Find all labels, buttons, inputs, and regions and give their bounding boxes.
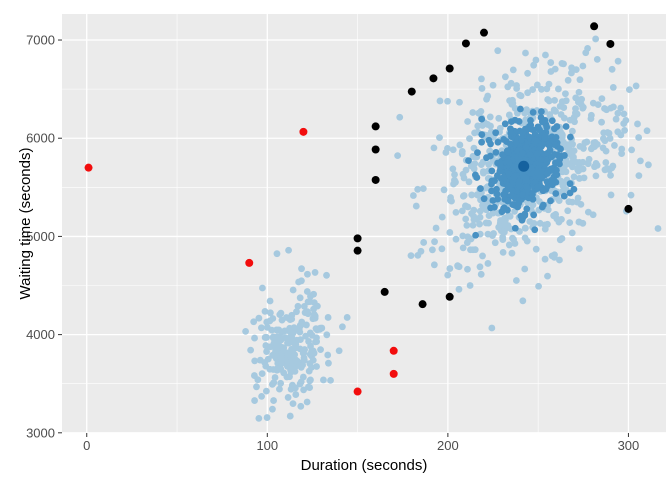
black-point [371, 175, 380, 184]
x-tick-label: 300 [618, 438, 640, 453]
x-tick-label: 100 [256, 438, 278, 453]
black-point [479, 28, 488, 37]
y-tick-label: 7000 [26, 33, 55, 48]
small-cluster-points [242, 246, 351, 422]
black-point [590, 22, 599, 31]
y-axis-title: Waiting time (seconds) [17, 148, 34, 300]
x-axis-title: Duration (seconds) [301, 457, 428, 474]
red-point [84, 163, 93, 172]
x-tick-label: 0 [83, 438, 90, 453]
red-point [353, 387, 362, 396]
black-point [418, 300, 427, 309]
black-point [445, 292, 454, 301]
black-ring-points [353, 22, 633, 309]
plot-panel [62, 14, 666, 433]
x-tick-label: 200 [437, 438, 459, 453]
black-point [429, 74, 438, 83]
y-tick-label: 5000 [26, 229, 55, 244]
black-point [353, 234, 362, 243]
y-tick-label: 3000 [26, 425, 55, 440]
axis-ticks-and-labels: 0 100 200 300 3000 4000 5000 6000 7000 [26, 33, 639, 453]
y-tick-label: 6000 [26, 131, 55, 146]
black-point [624, 204, 633, 213]
red-point [299, 127, 308, 136]
black-point [371, 145, 380, 154]
black-point [606, 39, 615, 48]
black-point [407, 87, 416, 96]
gridlines [62, 14, 666, 434]
black-point [371, 122, 380, 131]
cluster-center-point [518, 160, 530, 172]
red-point [389, 346, 398, 355]
y-tick-label: 4000 [26, 327, 55, 342]
data-points [84, 22, 662, 422]
red-point [389, 369, 398, 378]
red-point [245, 258, 254, 267]
black-point [380, 287, 389, 296]
black-point [353, 246, 362, 255]
black-point [445, 64, 454, 73]
red-outlier-points [84, 127, 398, 396]
black-point [461, 39, 470, 48]
main-cluster-core-points [465, 105, 578, 239]
